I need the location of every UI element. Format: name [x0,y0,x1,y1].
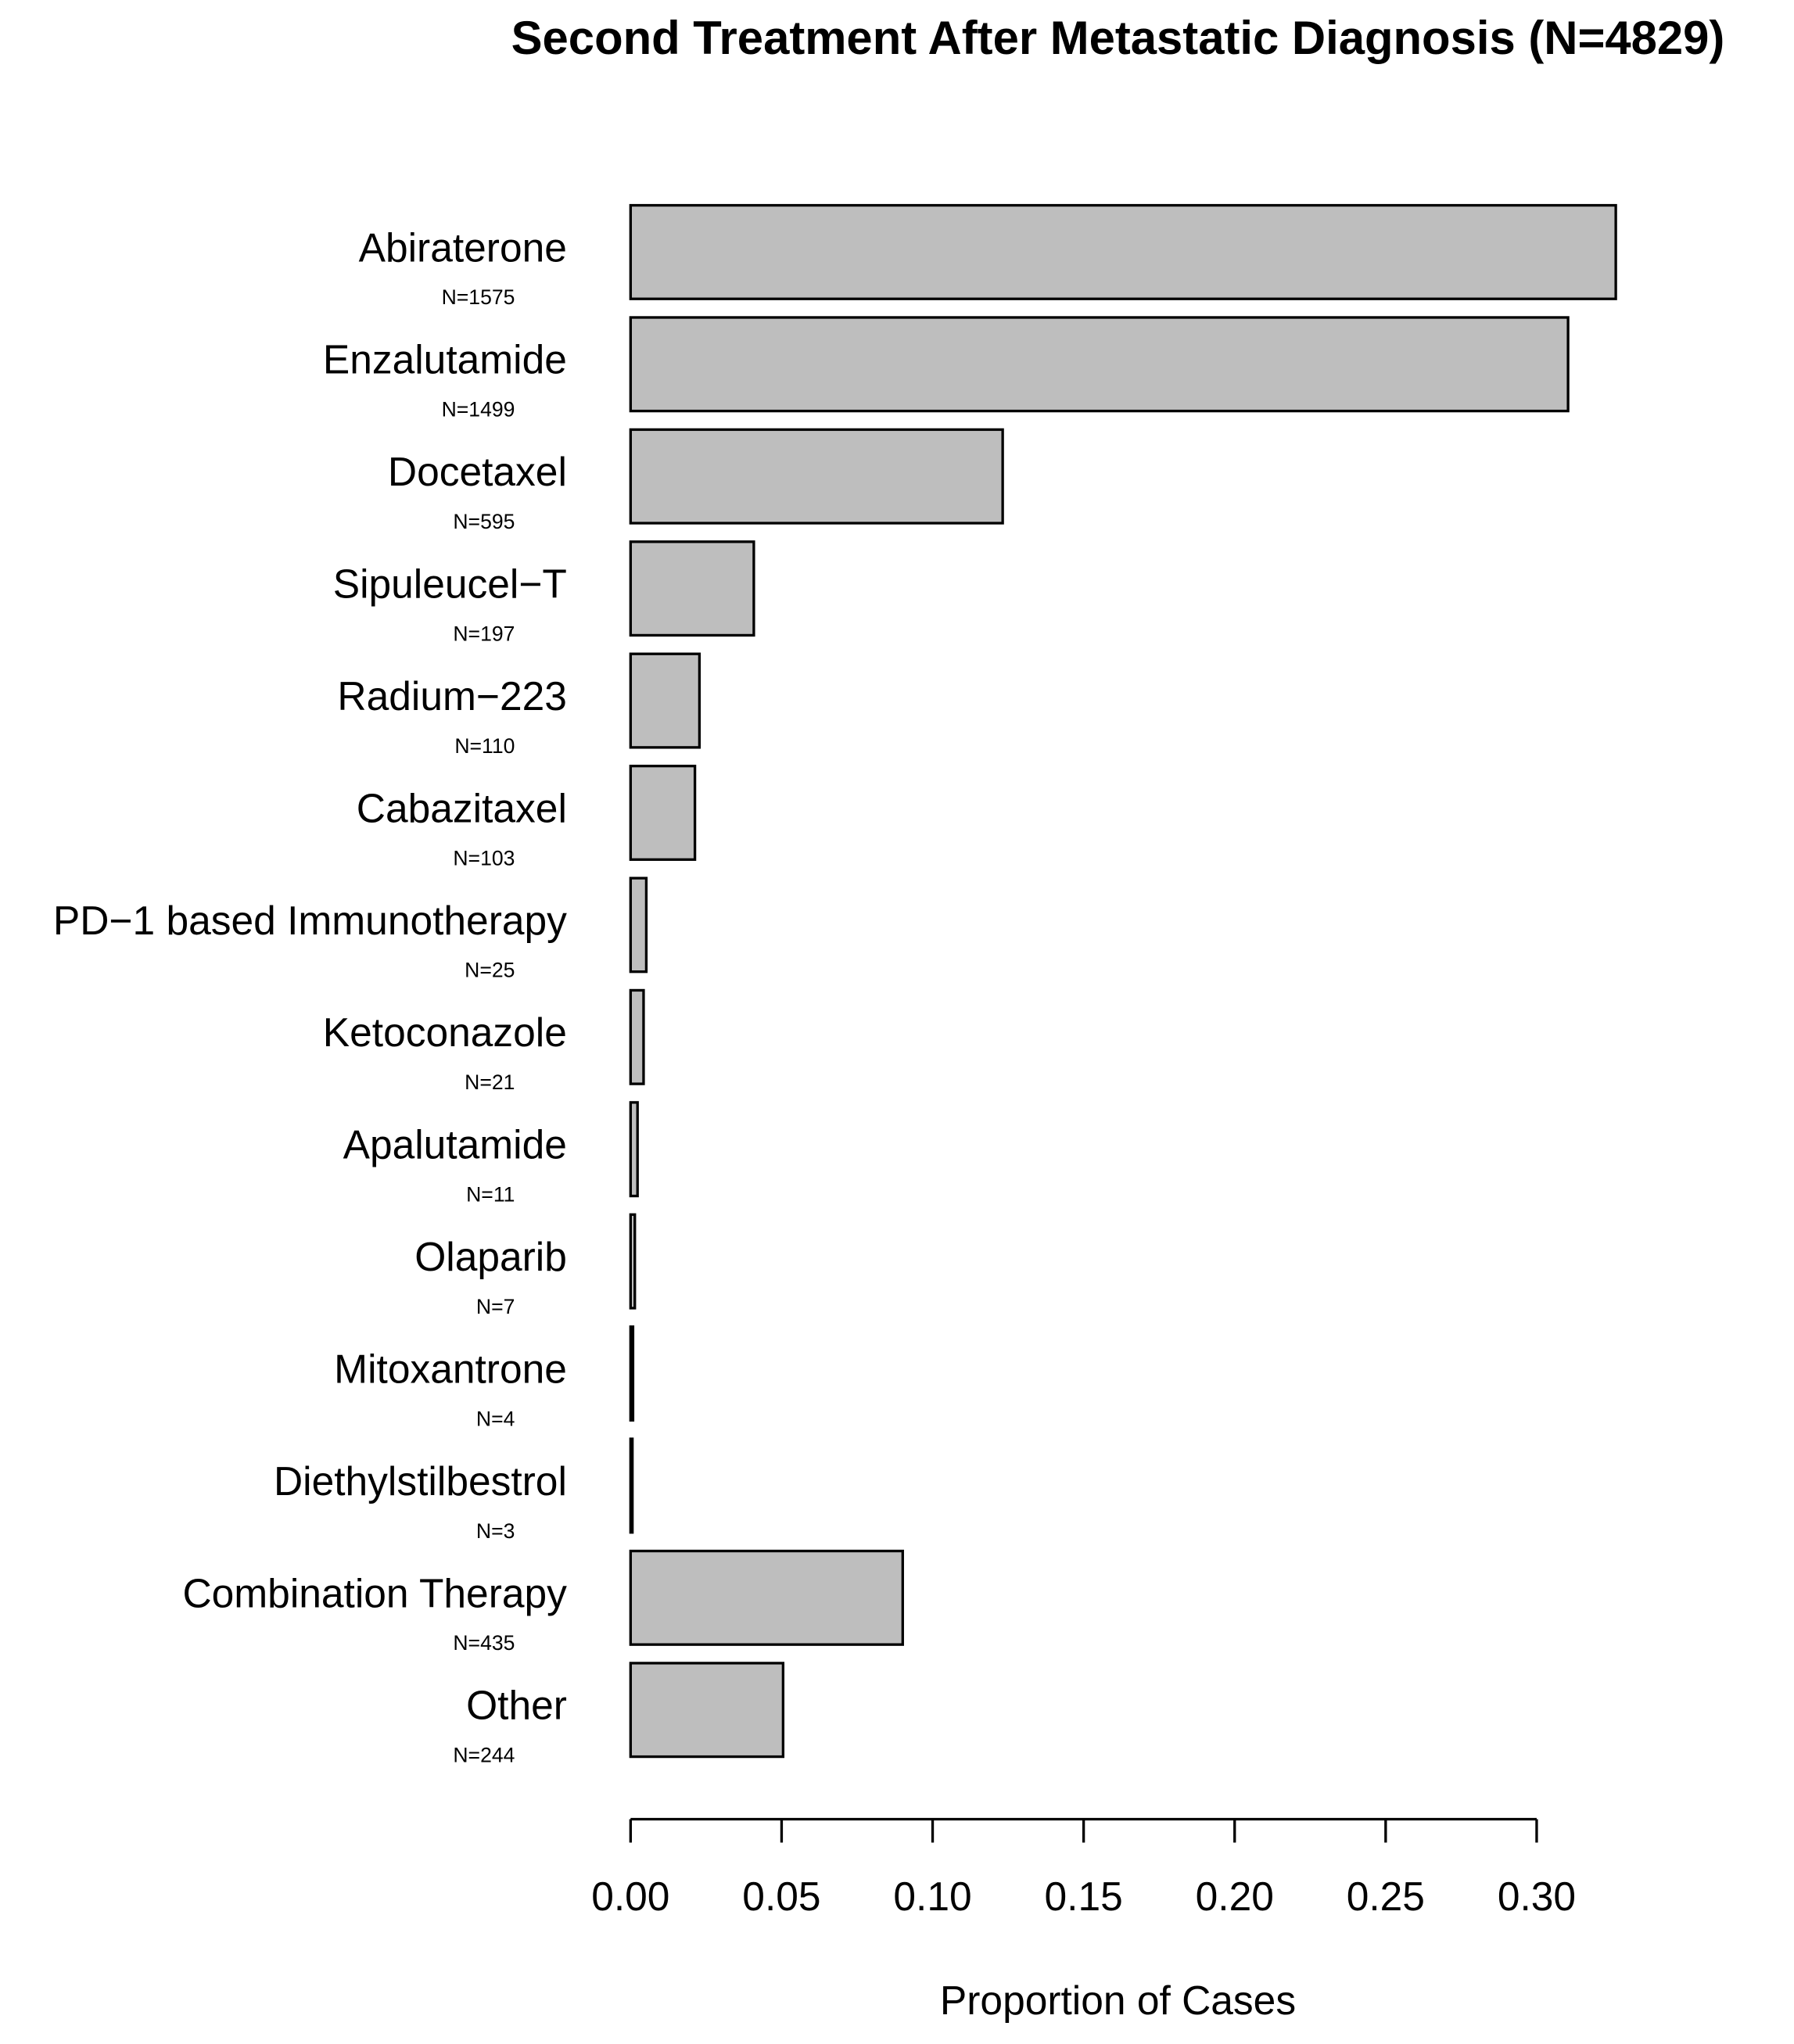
bar [629,203,1617,300]
bar [629,428,1004,525]
count-label: N=595 [453,510,515,533]
bar [629,877,648,974]
count-label: N=3 [476,1519,515,1543]
count-label: N=4 [476,1407,515,1430]
x-tick-label: 0.25 [1347,1874,1425,1919]
count-label: N=197 [453,622,515,645]
count-label: N=21 [465,1070,515,1094]
category-label: Docetaxel [388,449,567,494]
bar [629,540,755,637]
category-label: Other [466,1683,567,1728]
category-label: Apalutamide [343,1122,567,1167]
bar [629,1213,637,1310]
count-label: N=1499 [442,398,515,421]
bar [629,652,701,749]
bar [629,1437,634,1534]
category-label: Abiraterone [359,224,567,270]
category-label: Radium−223 [337,673,566,719]
count-label: N=25 [465,959,515,982]
x-tick-label: 0.30 [1498,1874,1576,1919]
count-label: N=7 [476,1295,515,1318]
bar [629,988,645,1085]
bar [629,1549,904,1646]
bar [629,764,697,861]
bar [629,1101,639,1198]
category-label: Enzalutamide [323,337,567,382]
bar [629,316,1570,413]
chart-title: Second Treatment After Metastatic Diagno… [511,12,1725,64]
x-tick-label: 0.15 [1045,1874,1123,1919]
count-label: N=1575 [442,285,515,309]
count-label: N=11 [466,1183,515,1207]
category-label: Diethylstilbestrol [274,1458,567,1504]
category-label: Olaparib [414,1234,567,1279]
x-tick-label: 0.10 [893,1874,971,1919]
bar [629,1325,635,1422]
x-tick-label: 0.20 [1196,1874,1274,1919]
category-label: Combination Therapy [182,1570,567,1615]
category-label: PD−1 based Immunotherapy [53,898,567,943]
category-label: Mitoxantrone [334,1346,567,1391]
count-label: N=244 [453,1744,515,1767]
category-label: Cabazitaxel [357,785,567,830]
category-label: Sipuleucel−T [333,561,567,607]
x-tick-label: 0.05 [742,1874,820,1919]
count-label: N=103 [453,846,515,870]
x-axis-title: Proportion of Cases [940,1978,1296,2023]
x-tick-label: 0.00 [591,1874,669,1919]
category-label: Ketoconazole [323,1009,567,1055]
bar [629,1662,785,1759]
count-label: N=110 [454,734,515,758]
count-label: N=435 [453,1631,515,1655]
